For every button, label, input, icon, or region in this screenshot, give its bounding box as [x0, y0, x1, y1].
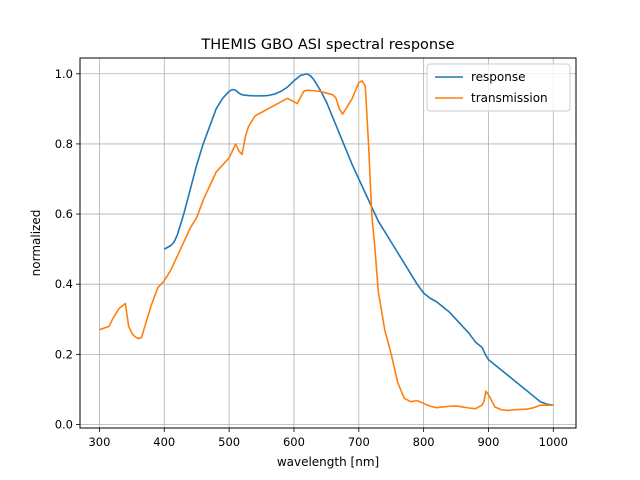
plot-frame	[79, 57, 577, 429]
y-axis-label: normalized	[29, 210, 43, 277]
x-tick-label: 900	[477, 435, 499, 449]
legend-label-transmission: transmission	[471, 91, 548, 105]
x-axis-label: wavelength [nm]	[277, 455, 379, 469]
x-tick-label: 600	[283, 435, 305, 449]
grid	[80, 58, 576, 428]
legend-box	[426, 63, 571, 112]
y-tick-label: 0.8	[55, 137, 73, 151]
y-tick-label: 0.2	[55, 347, 73, 361]
chart-title: THEMIS GBO ASI spectral response	[200, 37, 454, 53]
x-tick-label: 700	[348, 435, 370, 449]
y-tick-label: 1.0	[55, 67, 73, 81]
series-line-transmission	[99, 80, 554, 412]
series-lines	[99, 72, 554, 412]
y-tick-label: 0.4	[55, 277, 73, 291]
x-tick-label: 400	[153, 435, 175, 449]
x-tick-label: 500	[218, 435, 240, 449]
x-tick-label: 800	[413, 435, 435, 449]
x-tick-label: 300	[88, 435, 110, 449]
x-tick-label: 1000	[539, 435, 568, 449]
axis-ticks: 300 400 500 600 700 800 900 1000 0.0 0.2 0.4 0.6 0.8…	[55, 67, 568, 449]
legend-label-response: response	[471, 70, 526, 84]
series-line-response	[163, 72, 554, 406]
legend: response transmission	[426, 63, 571, 112]
y-tick-label: 0.6	[55, 207, 73, 221]
y-tick-label: 0.0	[55, 417, 73, 431]
